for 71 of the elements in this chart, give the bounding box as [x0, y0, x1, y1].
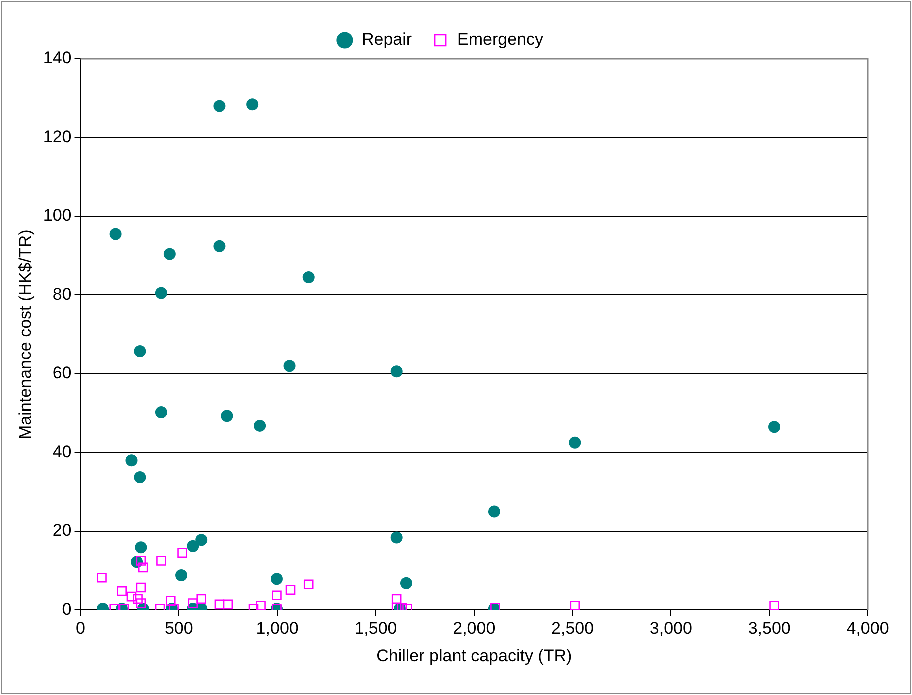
point [196, 594, 206, 604]
point [117, 586, 127, 596]
point [134, 472, 146, 484]
point [286, 585, 296, 596]
point [214, 240, 226, 252]
point [246, 98, 259, 111]
point [97, 573, 107, 583]
point [392, 594, 402, 604]
point [176, 570, 188, 582]
point [302, 272, 315, 284]
point [488, 506, 500, 518]
point [214, 100, 226, 112]
point [284, 360, 296, 372]
point [126, 454, 138, 467]
legend-label: Emergency [458, 30, 544, 50]
point [390, 532, 403, 544]
legend-label: Repair [362, 30, 412, 50]
point [136, 582, 146, 593]
point [256, 600, 266, 610]
point [155, 287, 168, 300]
point [390, 366, 403, 378]
y-tick-label: 80 [52, 284, 72, 304]
y-tick-label: 0 [62, 600, 72, 619]
point [221, 410, 234, 422]
point [768, 421, 781, 434]
point [400, 577, 412, 590]
point [187, 540, 200, 552]
point [135, 542, 148, 554]
x-tick-label: 500 [164, 619, 194, 638]
x-tick-label: 4,000 [846, 619, 890, 638]
y-tick-label: 20 [52, 521, 72, 540]
x-tick-label: 1,000 [256, 619, 299, 638]
point [392, 602, 402, 610]
x-axis-title: Chiller plant capacity (TR) [376, 646, 572, 666]
point [272, 590, 282, 601]
y-tick-label: 120 [43, 127, 72, 146]
y-axis-title: Maintenance cost (HK$/TR) [16, 230, 35, 440]
point [164, 248, 176, 260]
point [188, 598, 198, 608]
point [490, 602, 500, 610]
point [569, 436, 582, 449]
point [155, 406, 168, 419]
point [126, 592, 137, 602]
y-tick-label: 140 [43, 48, 72, 68]
x-tick-label: 2,500 [552, 619, 594, 638]
point [196, 534, 208, 546]
x-tick-label: 3,000 [650, 619, 692, 638]
y-tick-label: 60 [52, 364, 72, 383]
point [214, 600, 225, 610]
point [138, 562, 148, 573]
point [110, 228, 122, 240]
y-tick-label: 100 [43, 206, 72, 226]
point [223, 600, 234, 610]
x-tick-label: 0 [76, 619, 86, 638]
point [178, 548, 188, 558]
point [166, 596, 176, 606]
point [136, 598, 146, 608]
point [304, 580, 314, 590]
x-tick-label: 3,500 [748, 619, 791, 638]
point [134, 346, 146, 358]
point [570, 600, 580, 610]
y-tick-label: 40 [52, 442, 72, 462]
point [397, 602, 408, 610]
point [270, 573, 283, 586]
point [136, 556, 146, 566]
x-tick-label: 1,500 [354, 619, 398, 638]
x-tick-label: 2,000 [453, 619, 496, 638]
point [156, 556, 166, 566]
point [254, 420, 266, 432]
point [133, 594, 143, 604]
point [770, 600, 780, 610]
